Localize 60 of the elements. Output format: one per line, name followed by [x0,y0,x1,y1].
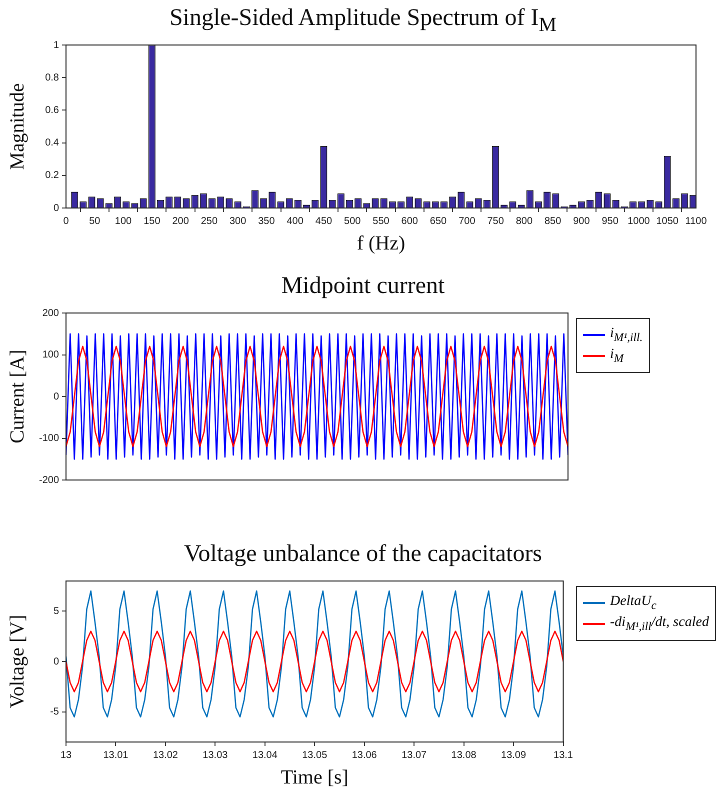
x-tick-label: 50 [89,216,101,227]
x-tick-label: 1050 [656,216,679,227]
x-tick-label: 350 [258,216,276,227]
x-tick-label: 900 [573,216,590,227]
x-tick-label: 250 [200,216,218,227]
y-tick-label: 100 [42,350,60,360]
x-tick-label: 13.04 [252,750,278,761]
legend-label: -di$_{M¹,ill}$/dt, scaled [610,614,709,633]
y-tick-label: -100 [38,433,60,444]
chart-title: Single-Sided Amplitude Spectrum of I$_{M}$ [168,4,558,36]
y-tick-label: -200 [38,474,60,486]
y-tick-label: 200 [42,308,60,319]
x-tick-label: 0 [63,216,70,227]
x-tick-label: 650 [430,216,448,227]
x-axis-title: Time [s] [280,766,348,788]
y-tick-label: 0.2 [45,170,60,182]
x-tick-label: 13.03 [202,750,228,761]
y-tick-label: 5 [53,606,60,617]
x-tick-label: 1100 [685,216,708,227]
y-tick-label: 0.6 [45,104,60,116]
x-tick-label: 13.02 [152,750,178,761]
x-tick-label: 13.08 [451,750,477,761]
x-axis-title: f (Hz) [356,232,406,254]
x-tick-label: 13.09 [501,750,526,761]
x-tick-label: 550 [372,216,390,227]
y-tick-label: 1 [53,40,60,51]
x-tick-label: 300 [229,216,247,227]
y-axis-title: Voltage [V] [6,614,28,708]
x-tick-label: 1000 [628,216,650,227]
x-tick-label: 150 [144,216,161,227]
y-tick-label: -5 [50,706,60,718]
y-tick-label: 0 [53,202,60,214]
x-tick-label: 400 [286,216,304,227]
legend-label: i$_{M}$ [610,346,624,365]
x-tick-label: 13.1 [554,750,574,761]
y-tick-label: 0 [53,656,60,668]
x-tick-label: 600 [401,216,418,227]
x-tick-label: 13.06 [352,750,378,761]
x-tick-label: 950 [602,216,619,227]
x-tick-label: 100 [114,216,132,227]
x-tick-label: 850 [544,216,562,227]
x-tick-label: 13.05 [302,750,328,761]
chart-title: Voltage unbalance of the capacitators [182,540,544,569]
x-tick-label: 13 [60,750,72,761]
legend-label: DeltaU$_{c}$ [610,594,656,612]
y-axis-title: Current [A] [6,350,28,444]
y-tick-label: 0.8 [45,72,60,84]
y-axis-title: Magnitude [6,83,28,170]
x-tick-label: 13.07 [402,750,428,761]
x-tick-label: 13.01 [103,750,129,761]
y-tick-label: 0.4 [45,138,60,149]
x-tick-label: 200 [172,216,190,227]
x-tick-label: 750 [487,216,504,227]
x-tick-label: 500 [344,216,362,227]
x-tick-label: 450 [315,216,333,227]
legend-label: i$_{M¹,ill.}$ [610,326,643,344]
x-tick-label: 800 [516,216,533,227]
chart-title: Midpoint current [280,272,446,301]
y-tick-label: 0 [53,391,60,402]
x-tick-label: 700 [458,216,476,227]
